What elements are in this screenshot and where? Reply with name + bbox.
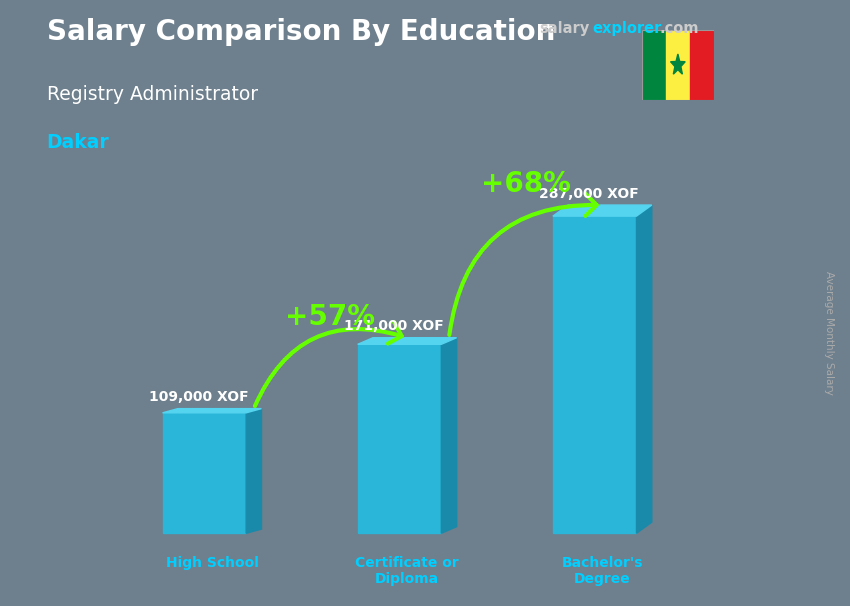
Text: Certificate or
Diploma: Certificate or Diploma (355, 556, 459, 586)
Polygon shape (246, 408, 262, 533)
Text: 171,000 XOF: 171,000 XOF (343, 319, 444, 333)
Text: +68%: +68% (481, 170, 570, 198)
Polygon shape (162, 408, 262, 413)
Bar (358, 344, 441, 533)
Text: salary: salary (540, 21, 590, 36)
Bar (666, 30, 690, 100)
Text: 109,000 XOF: 109,000 XOF (149, 390, 248, 404)
Text: Bachelor's
Degree: Bachelor's Degree (562, 556, 643, 586)
Text: Salary Comparison By Education: Salary Comparison By Education (47, 18, 555, 46)
FancyArrowPatch shape (255, 322, 402, 406)
FancyArrowPatch shape (450, 194, 597, 335)
Bar (162, 413, 246, 533)
Polygon shape (358, 338, 456, 344)
Text: Registry Administrator: Registry Administrator (47, 85, 258, 104)
Text: .com: .com (660, 21, 699, 36)
Polygon shape (637, 205, 652, 533)
Bar (642, 30, 666, 100)
Text: Dakar: Dakar (47, 133, 110, 152)
Text: High School: High School (166, 556, 258, 570)
Text: explorer: explorer (592, 21, 662, 36)
Text: +57%: +57% (286, 303, 376, 331)
Polygon shape (671, 54, 685, 74)
Text: Average Monthly Salary: Average Monthly Salary (824, 271, 834, 395)
Polygon shape (552, 205, 652, 216)
Bar (690, 30, 714, 100)
Bar (552, 216, 637, 533)
Text: 287,000 XOF: 287,000 XOF (539, 187, 638, 201)
Polygon shape (441, 338, 456, 533)
